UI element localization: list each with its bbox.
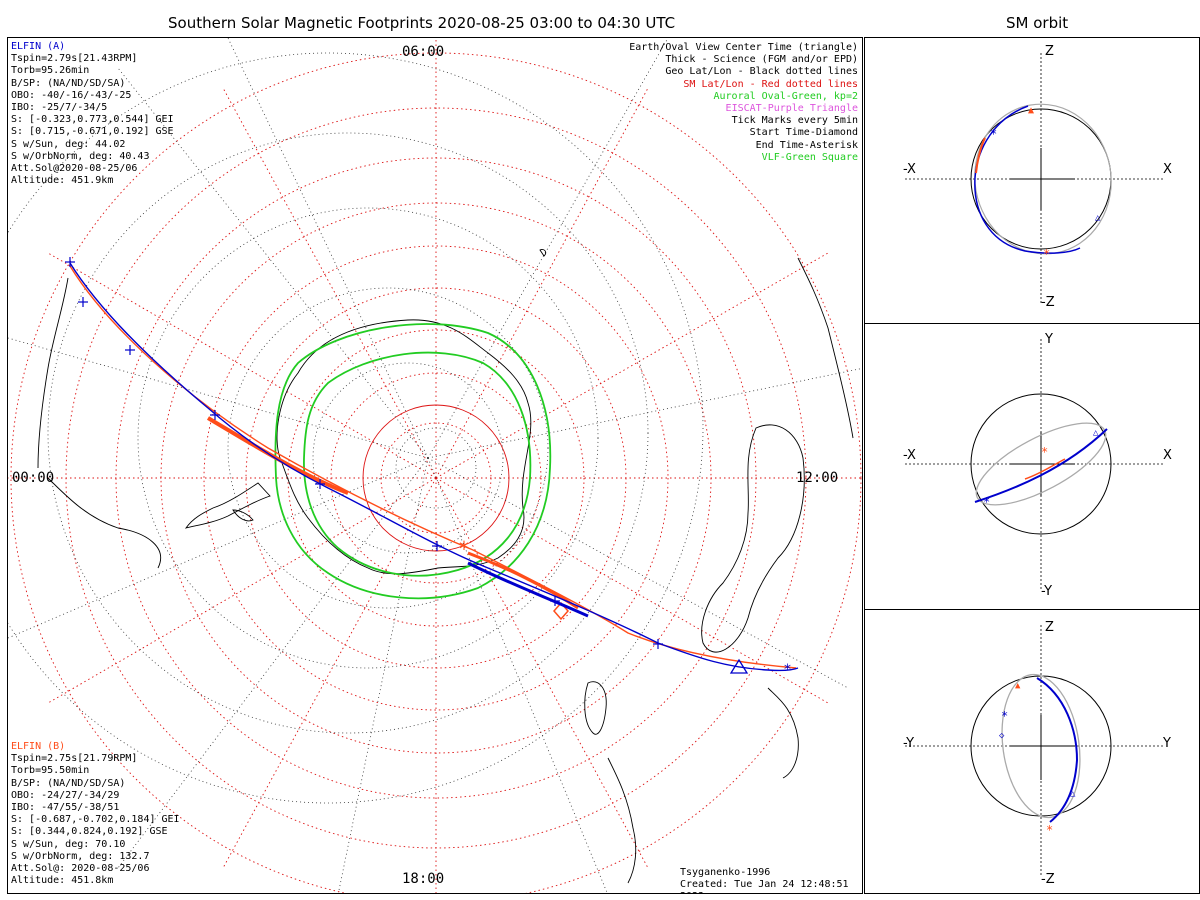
axis-label-down: -Z [1041, 872, 1055, 887]
legend-entry: VLF-Green Square [761, 151, 858, 163]
elfin-a-line: Tspin=2.79s[21.43RPM] [11, 53, 138, 65]
elfin-a-view-triangle [729, 658, 749, 674]
sm-orbit-title: SM orbit [1006, 14, 1069, 32]
elfin-a-line: S w/OrbNorm, deg: 40.43 [11, 150, 150, 162]
axis-label-down: -Y [1041, 584, 1053, 599]
elfin-b-line: Torb=95.50min [11, 765, 90, 777]
sm-orbit-panel-xy: * * △ Y -Y -X X [864, 323, 1200, 610]
elfin-a-ticks [65, 257, 663, 649]
model-credit: Tsyganenko-1996 [680, 867, 771, 878]
elfin-a-line: S w/Sun, deg: 44.02 [11, 138, 126, 150]
axis-label-up: Z [1045, 620, 1054, 635]
elfin-a-line: IBO: -25/7/-34/5 [11, 102, 108, 114]
elfin-a-name: ELFIN (A) [11, 41, 66, 52]
sm-orbit-xz-svg: * ▲ * △ [905, 53, 1165, 303]
mlt-label-right: 12:00 [796, 470, 839, 486]
created-timestamp: Created: Tue Jan 24 12:48:51 2023 [680, 879, 849, 893]
elfin-a-line: S: [-0.323,0.773,0.544] GEI [11, 114, 174, 126]
elfin-b-line: OBO: -24/27/-34/29 [11, 789, 120, 801]
elfin-a-track: * [65, 257, 799, 678]
sm-orbit-panel-xz: * ▲ * △ Z -Z -X X [864, 37, 1200, 324]
orbit-a-triangle: △ [1070, 789, 1076, 799]
elfin-b-line: S w/OrbNorm, deg: 132.7 [11, 850, 150, 862]
orbit-a-asterisk: * [990, 127, 997, 141]
geo-latlon-grid [8, 38, 862, 893]
plot-title: Southern Solar Magnetic Footprints 2020-… [168, 14, 676, 32]
axis-label-left: -X [903, 162, 916, 177]
legend-entry: Earth/Oval View Center Time (triangle) [629, 42, 858, 53]
mlt-label-bottom: 18:00 [402, 871, 445, 887]
elfin-a-end-asterisk: * [784, 662, 791, 678]
elfin-a-line: B/SP: (NA/ND/SD/SA) [11, 77, 126, 89]
orbit-a-diamond: ◇ [999, 731, 1005, 741]
elfin-a-info: ELFIN (A) Tspin=2.79s[21.43RPM] Torb=95.… [11, 41, 174, 187]
elfin-a-line: OBO: -40/-16/-43/-25 [11, 89, 132, 101]
elfin-b-line: S: [0.344,0.824,0.192] GSE [11, 826, 168, 838]
sm-orbit-yz-svg: ▲ * ◇ * △ [905, 625, 1165, 875]
sm-orbit-panel-yz: ▲ * ◇ * △ Z -Z -Y Y [864, 609, 1200, 894]
elfin-b-start-diamond [553, 601, 569, 621]
elfin-a-line: Torb=95.26min [11, 65, 90, 77]
axis-label-right: Y [1163, 736, 1171, 751]
orbit-b-asterisk: * [1046, 823, 1053, 837]
axis-label-left: -X [903, 448, 916, 463]
footprint-map-svg: * * [8, 38, 862, 893]
mlt-label-left: 00:00 [12, 470, 55, 486]
coastlines [37, 249, 854, 884]
elfin-b-line: IBO: -47/55/-38/51 [11, 802, 120, 814]
sm-pole-circle [362, 404, 510, 552]
elfin-a-line: S: [0.715,-0.671,0.192] GSE [11, 126, 174, 138]
orbit-a-triangle: △ [1093, 428, 1099, 438]
orbit-b-triangle: ▲ [1028, 105, 1034, 116]
elfin-b-name: ELFIN (B) [11, 741, 66, 752]
axis-label-right: X [1163, 162, 1172, 177]
mlt-label-top: 06:00 [402, 44, 445, 60]
elfin-a-line: Altitude: 451.9km [11, 175, 114, 187]
elfin-b-line: Att.Sol@: 2020-08-25/06 [11, 863, 150, 875]
sm-latlon-grid [8, 38, 862, 893]
auroral-oval [274, 323, 552, 600]
elfin-b-line: B/SP: (NA/ND/SD/SA) [11, 777, 126, 789]
elfin-b-line: Altitude: 451.8km [11, 875, 114, 887]
elfin-b-line: S w/Sun, deg: 70.10 [11, 838, 126, 850]
elfin-b-line: Tspin=2.75s[21.79RPM] [11, 753, 138, 765]
orbit-b-asterisk: * [1043, 247, 1050, 261]
axis-label-up: Z [1045, 44, 1054, 59]
legend: Earth/Oval View Center Time (triangle) T… [629, 42, 858, 164]
legend-entry: End Time-Asterisk [755, 139, 858, 151]
orbit-b-triangle: ▲ [1015, 681, 1021, 691]
axis-label-down: -Z [1041, 295, 1055, 310]
legend-entry: Start Time-Diamond [749, 127, 858, 139]
legend-entry: Geo Lat/Lon - Black dotted lines [665, 66, 858, 78]
orbit-a-asterisk: * [1001, 709, 1008, 723]
elfin-a-line: Att.Sol@2020-08-25/06 [11, 163, 138, 175]
axis-label-up: Y [1045, 332, 1053, 347]
elfin-b-track: * [69, 265, 797, 669]
elfin-b-info: ELFIN (B) Tspin=2.75s[21.79RPM] Torb=95.… [11, 741, 180, 887]
footprint-map: * * ELFIN (A) Tspin=2.79s[21.43RPM] To [7, 37, 863, 894]
legend-entry: EISCAT-Purple Triangle [725, 103, 858, 115]
orbit-b-asterisk: * [1041, 445, 1048, 459]
elfin-b-line: S: [-0.687,-0.702,0.184] GEI [11, 814, 180, 826]
legend-entry: Auroral Oval-Green, kp=2 [713, 90, 859, 102]
legend-entry: SM Lat/Lon - Red dotted lines [683, 78, 858, 90]
orbit-a-asterisk: * [983, 495, 990, 509]
legend-entry: Thick - Science (FGM and/or EPD) [665, 54, 858, 66]
axis-label-left: -Y [903, 736, 915, 751]
sm-orbit-xy-svg: * * △ [905, 339, 1165, 589]
legend-entry: Tick Marks every 5min [731, 115, 858, 127]
axis-label-right: X [1163, 448, 1172, 463]
orbit-a-triangle: △ [1095, 213, 1101, 223]
elfin-b-end-asterisk: * [459, 537, 469, 561]
